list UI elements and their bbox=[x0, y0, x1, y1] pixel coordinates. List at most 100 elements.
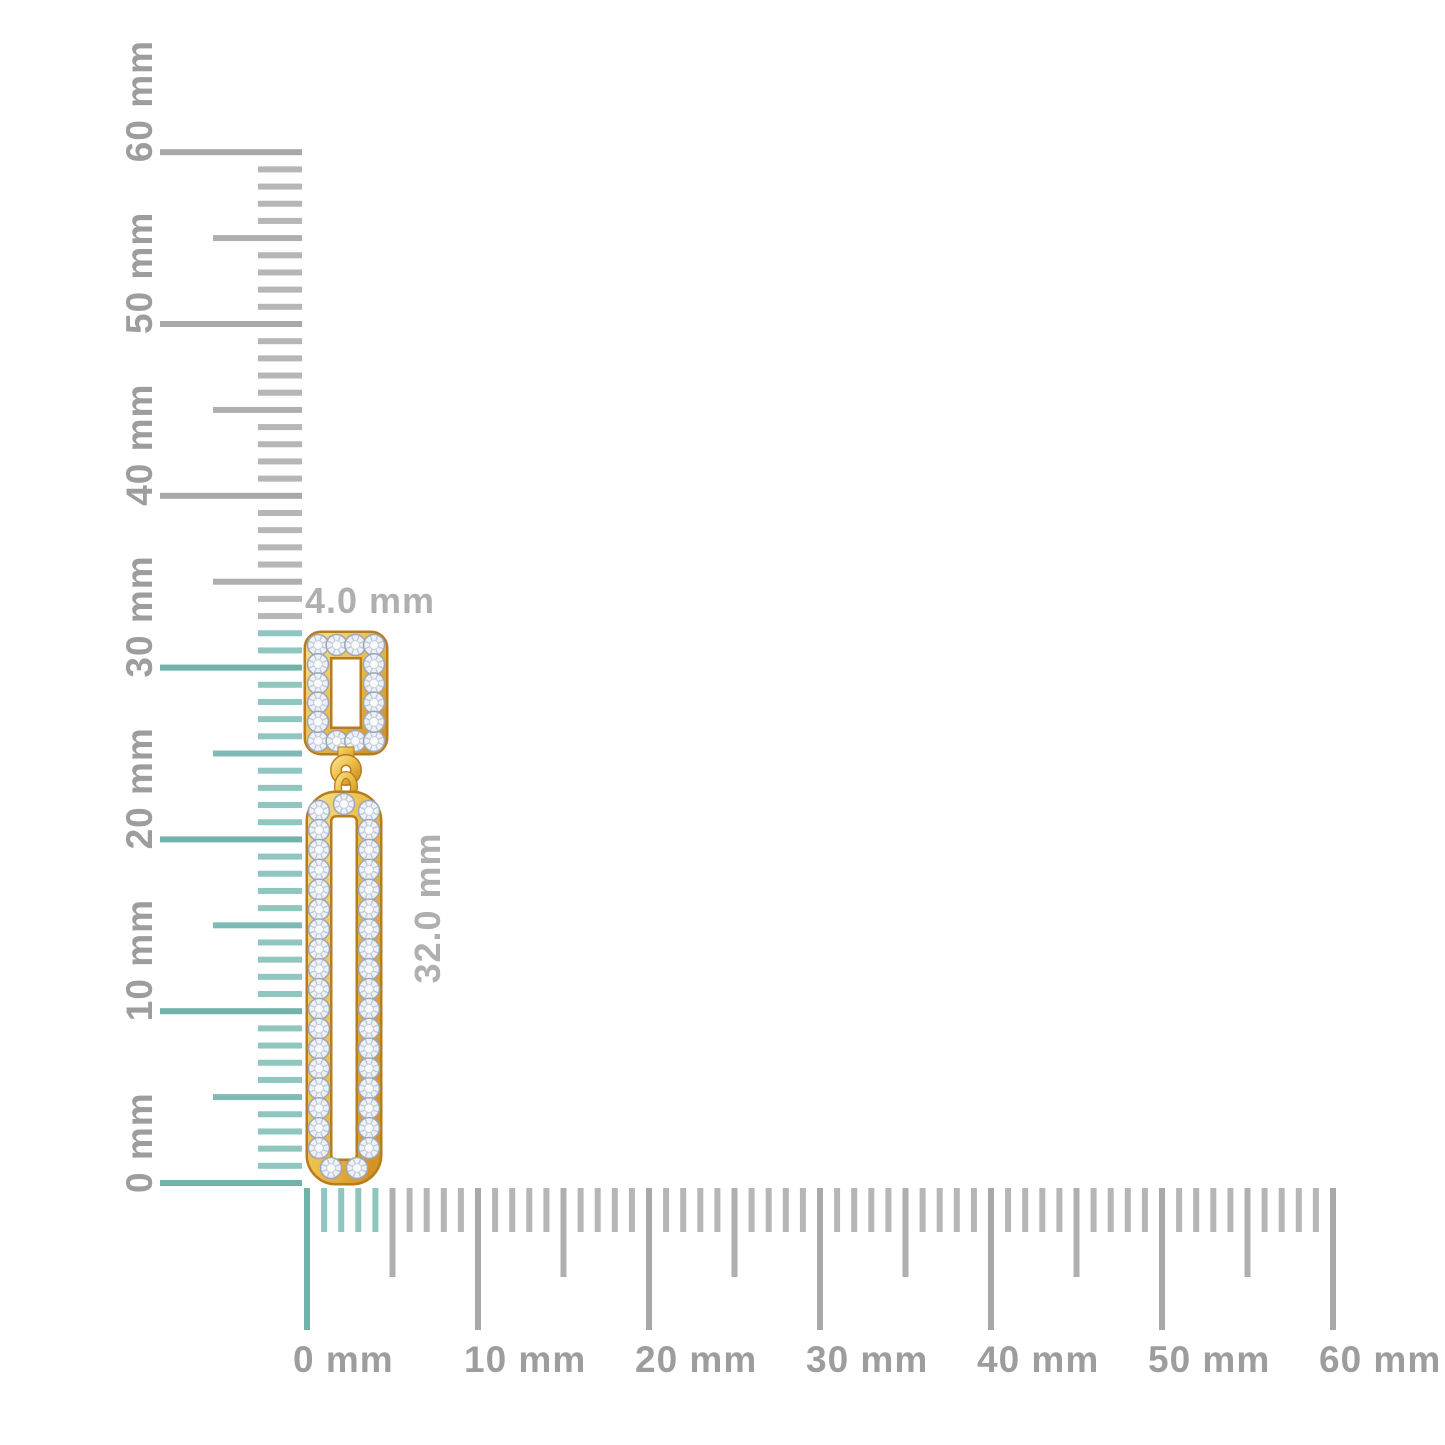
h-ruler-label-40mm: 40 mm bbox=[977, 1339, 1099, 1380]
h-ruler-tick-58mm bbox=[1295, 1188, 1302, 1232]
v-ruler-tick-17mm bbox=[258, 887, 302, 894]
h-ruler-tick-46mm bbox=[1090, 1188, 1097, 1232]
v-ruler-label-60mm: 60 mm bbox=[119, 40, 160, 162]
v-ruler-tick-30mm bbox=[160, 664, 302, 671]
diamond-stone bbox=[307, 1116, 331, 1140]
v-ruler-tick-53mm bbox=[258, 269, 302, 276]
h-ruler-label-10mm: 10 mm bbox=[464, 1339, 586, 1380]
diamond-stone bbox=[307, 799, 331, 823]
diamond-stone bbox=[307, 818, 331, 842]
v-ruler-tick-15mm bbox=[213, 922, 302, 929]
v-ruler-tick-45mm bbox=[213, 406, 302, 413]
diamond-stone bbox=[319, 1156, 343, 1180]
v-ruler-tick-3mm bbox=[258, 1128, 302, 1135]
v-ruler-label-0mm: 0 mm bbox=[119, 1092, 160, 1193]
vertical-ruler: 0 mm 10 mm 20 mm 30 mm 40 mm 50 mm 60 mm bbox=[119, 40, 302, 1193]
v-ruler-tick-12mm bbox=[258, 973, 302, 980]
v-ruler-tick-49mm bbox=[258, 338, 302, 345]
diamond-stone bbox=[357, 957, 381, 981]
h-ruler-tick-13mm bbox=[526, 1188, 533, 1232]
h-ruler-tick-39mm bbox=[970, 1188, 977, 1232]
v-ruler-tick-57mm bbox=[258, 200, 302, 207]
h-ruler-tick-32mm bbox=[851, 1188, 858, 1232]
h-ruler-tick-50mm bbox=[1159, 1188, 1165, 1330]
h-ruler-tick-28mm bbox=[782, 1188, 789, 1232]
h-ruler-tick-45mm bbox=[1073, 1188, 1080, 1277]
v-ruler-tick-59mm bbox=[258, 166, 302, 173]
diamond-stone bbox=[307, 1017, 331, 1041]
diamond-stone bbox=[357, 878, 381, 901]
v-ruler-tick-39mm bbox=[258, 509, 302, 516]
h-ruler-tick-12mm bbox=[509, 1188, 516, 1232]
h-ruler-tick-29mm bbox=[799, 1188, 806, 1232]
v-ruler-tick-38mm bbox=[258, 527, 302, 534]
diamond-stone bbox=[307, 937, 331, 961]
h-ruler-tick-44mm bbox=[1056, 1188, 1063, 1232]
diamond-stone bbox=[325, 633, 348, 657]
h-ruler-tick-33mm bbox=[868, 1188, 875, 1232]
h-ruler-tick-36mm bbox=[919, 1188, 926, 1232]
v-ruler-tick-2mm bbox=[258, 1145, 302, 1152]
h-ruler-tick-1mm bbox=[321, 1188, 328, 1232]
diamond-stone bbox=[307, 878, 331, 901]
diamond-stone bbox=[362, 633, 386, 657]
h-ruler-tick-49mm bbox=[1141, 1188, 1148, 1232]
v-ruler-tick-13mm bbox=[258, 956, 302, 963]
diamond-stone bbox=[307, 838, 331, 862]
diamond-stone bbox=[357, 818, 381, 842]
v-ruler-tick-1mm bbox=[258, 1162, 302, 1169]
diamond-stone bbox=[307, 977, 331, 1001]
v-ruler-tick-40mm bbox=[160, 492, 302, 499]
v-ruler-label-10mm: 10 mm bbox=[119, 899, 160, 1021]
h-ruler-tick-20mm bbox=[646, 1188, 652, 1330]
diamond-stone bbox=[344, 633, 367, 657]
diamond-stone bbox=[357, 1096, 381, 1120]
v-ruler-tick-50mm bbox=[160, 321, 302, 327]
h-ruler-tick-6mm bbox=[406, 1188, 413, 1232]
v-ruler-tick-14mm bbox=[258, 939, 302, 946]
h-ruler-tick-55mm bbox=[1244, 1188, 1251, 1277]
h-ruler-tick-42mm bbox=[1022, 1188, 1029, 1232]
diamond-stone bbox=[357, 918, 381, 941]
h-ruler-tick-48mm bbox=[1124, 1188, 1131, 1232]
h-ruler-tick-31mm bbox=[834, 1188, 841, 1232]
diamond-stone bbox=[306, 652, 330, 676]
v-ruler-label-20mm: 20 mm bbox=[119, 727, 160, 849]
h-ruler-tick-22mm bbox=[680, 1188, 687, 1232]
diamond-stone bbox=[357, 977, 381, 1001]
h-ruler-tick-23mm bbox=[697, 1188, 704, 1232]
h-ruler-tick-8mm bbox=[440, 1188, 447, 1232]
h-ruler-tick-4mm bbox=[372, 1188, 379, 1232]
h-ruler-tick-27mm bbox=[765, 1188, 772, 1232]
h-ruler-tick-24mm bbox=[714, 1188, 721, 1232]
h-ruler-tick-51mm bbox=[1176, 1188, 1183, 1232]
v-ruler-tick-31mm bbox=[258, 647, 302, 654]
v-ruler-tick-35mm bbox=[213, 578, 302, 585]
diamond-stone bbox=[357, 1017, 381, 1041]
diamond-stone bbox=[357, 1077, 381, 1100]
h-ruler-tick-38mm bbox=[953, 1188, 960, 1232]
h-ruler-tick-0mm bbox=[304, 1188, 310, 1330]
v-ruler-label-30mm: 30 mm bbox=[119, 555, 160, 677]
h-ruler-tick-41mm bbox=[1005, 1188, 1012, 1232]
h-ruler-tick-17mm bbox=[594, 1188, 601, 1232]
h-ruler-tick-5mm bbox=[389, 1188, 396, 1277]
diamond-stone bbox=[362, 672, 386, 695]
v-ruler-tick-16mm bbox=[258, 905, 302, 912]
diamond-stone bbox=[306, 633, 330, 657]
h-ruler-tick-37mm bbox=[936, 1188, 943, 1232]
diamond-stone bbox=[307, 1096, 331, 1120]
v-ruler-tick-21mm bbox=[258, 819, 302, 826]
v-ruler-tick-11mm bbox=[258, 991, 302, 998]
horizontal-ruler: 0 mm 10 mm 20 mm 30 mm 40 mm 50 mm 60 mm bbox=[293, 1188, 1440, 1380]
v-ruler-tick-6mm bbox=[258, 1076, 302, 1083]
diamond-stone bbox=[306, 710, 330, 734]
diamond-stone bbox=[307, 1037, 331, 1060]
diamond-stone bbox=[307, 898, 331, 921]
diamond-stone bbox=[357, 799, 381, 823]
v-ruler-tick-60mm bbox=[160, 149, 302, 156]
diamond-stone bbox=[357, 1057, 381, 1080]
h-ruler-tick-26mm bbox=[748, 1188, 755, 1232]
